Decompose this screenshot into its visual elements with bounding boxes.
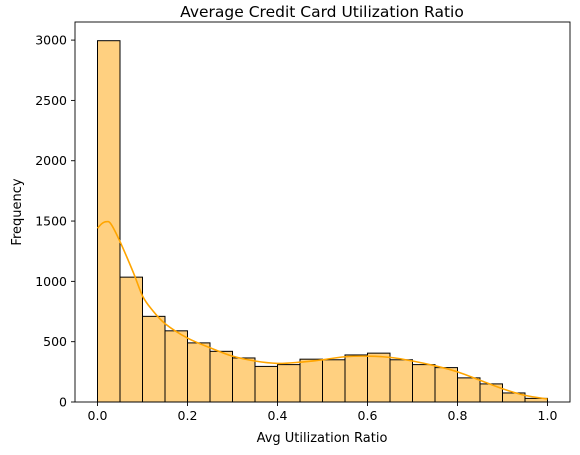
histogram-bar xyxy=(434,367,458,403)
histogram-bar xyxy=(232,357,256,403)
histogram-bar xyxy=(322,359,346,403)
histogram-bar xyxy=(344,354,368,403)
x-tick-label: 0.8 xyxy=(448,408,468,423)
y-axis-label: Frequency xyxy=(10,178,25,245)
histogram-bar xyxy=(412,364,436,403)
histogram-bar xyxy=(254,365,278,403)
x-tick-label: 0.4 xyxy=(268,408,288,423)
histogram-bar xyxy=(142,315,166,403)
y-tick-label: 0 xyxy=(59,395,67,410)
y-axis-ticks: 0 500 1000 1500 2000 2500 3000 xyxy=(35,33,75,410)
y-tick-label: 1000 xyxy=(35,274,67,289)
histogram-bar xyxy=(209,350,233,403)
histogram-bar xyxy=(299,358,323,403)
histogram-bar xyxy=(164,330,188,403)
histogram-bar xyxy=(457,377,481,403)
y-tick-label: 500 xyxy=(43,334,67,349)
x-tick-label: 0.2 xyxy=(178,408,198,423)
histogram-bar xyxy=(119,276,143,403)
histogram-bar xyxy=(367,352,391,403)
y-tick-label: 2500 xyxy=(35,93,67,108)
x-tick-label: 0.0 xyxy=(88,408,108,423)
histogram-bar xyxy=(277,364,301,403)
x-axis-ticks: 0.0 0.2 0.4 0.6 0.8 1.0 xyxy=(88,402,558,423)
histogram-bar xyxy=(187,342,211,403)
plot-frame xyxy=(74,21,571,403)
y-tick-label: 2000 xyxy=(35,153,67,168)
y-tick-label: 1500 xyxy=(35,214,67,229)
histogram-bars xyxy=(97,40,548,403)
x-tick-label: 0.6 xyxy=(358,408,378,423)
chart-title: Average Credit Card Utilization Ratio xyxy=(180,3,464,21)
y-tick-label: 3000 xyxy=(35,33,67,48)
x-axis-label: Avg Utilization Ratio xyxy=(257,431,388,446)
histogram-bar xyxy=(389,359,413,403)
kde-curve xyxy=(96,220,548,400)
histogram-bar xyxy=(479,383,503,403)
x-tick-label: 1.0 xyxy=(538,408,558,423)
